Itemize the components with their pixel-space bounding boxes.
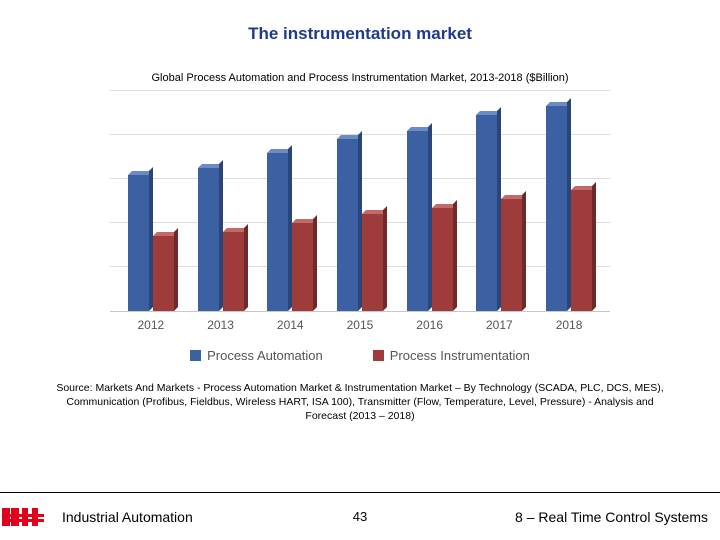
bar-pair <box>128 175 174 311</box>
legend-label-2: Process Instrumentation <box>390 348 530 363</box>
source-citation: Source: Markets And Markets - Process Au… <box>0 363 720 424</box>
x-tick-label: 2016 <box>407 318 453 332</box>
epfl-logo <box>0 502 52 532</box>
footer: Industrial Automation 43 8 – Real Time C… <box>0 492 720 540</box>
plot-area <box>110 92 610 312</box>
x-tick-label: 2018 <box>546 318 592 332</box>
page-title: The instrumentation market <box>0 0 720 54</box>
x-tick-label: 2014 <box>267 318 313 332</box>
bar-pair <box>476 115 522 311</box>
legend-item-1: Process Automation <box>190 348 323 363</box>
footer-right-text: 8 – Real Time Control Systems <box>515 509 708 525</box>
legend-item-2: Process Instrumentation <box>373 348 530 363</box>
legend: Process Automation Process Instrumentati… <box>110 348 610 363</box>
x-axis-labels: 2012 2013 2014 2015 2016 2017 2018 <box>110 318 610 332</box>
bar-series1 <box>337 139 358 311</box>
bar-series2 <box>432 208 453 311</box>
bar-series1 <box>198 168 219 311</box>
slide-number: 43 <box>353 509 367 524</box>
bar-series1 <box>267 153 288 311</box>
legend-label-1: Process Automation <box>207 348 323 363</box>
bar-series2 <box>501 199 522 311</box>
chart-subtitle: Global Process Automation and Process In… <box>0 54 720 92</box>
bar-chart: 2012 2013 2014 2015 2016 2017 2018 Process Aut… <box>110 92 610 363</box>
bar-pair <box>546 106 592 311</box>
bar-series2 <box>153 236 174 311</box>
bar-series1 <box>407 131 428 311</box>
x-tick-label: 2017 <box>476 318 522 332</box>
bar-series2 <box>223 232 244 311</box>
bar-pair <box>407 131 453 311</box>
bar-series2 <box>362 214 383 311</box>
bar-series1 <box>546 106 567 311</box>
bar-pair <box>267 153 313 311</box>
bar-pair <box>337 139 383 311</box>
bar-pair <box>198 168 244 311</box>
bar-series2 <box>571 190 592 311</box>
x-tick-label: 2013 <box>198 318 244 332</box>
bar-series2 <box>292 223 313 311</box>
x-tick-label: 2015 <box>337 318 383 332</box>
footer-left-text: Industrial Automation <box>62 509 193 525</box>
bar-series1 <box>476 115 497 311</box>
legend-swatch-1 <box>190 350 201 361</box>
x-tick-label: 2012 <box>128 318 174 332</box>
bar-series1 <box>128 175 149 311</box>
legend-swatch-2 <box>373 350 384 361</box>
